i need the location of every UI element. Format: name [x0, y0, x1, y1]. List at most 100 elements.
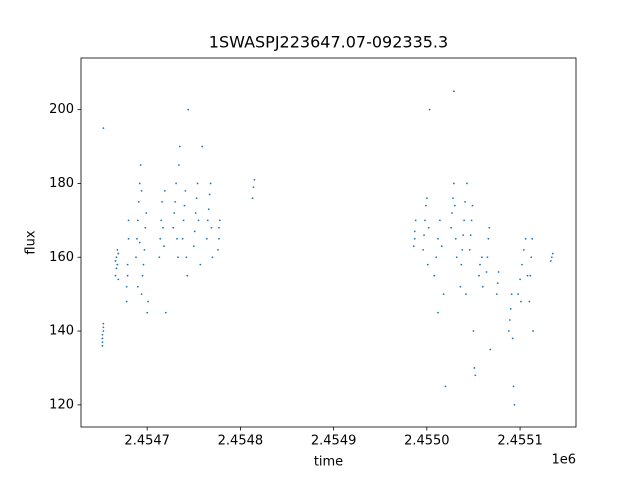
data-point — [413, 237, 416, 240]
data-point — [185, 256, 188, 259]
data-point — [466, 182, 468, 185]
data-point — [195, 197, 198, 200]
data-point — [164, 311, 167, 314]
data-point — [181, 237, 184, 240]
data-point — [532, 330, 535, 332]
data-point — [193, 230, 196, 233]
data-point — [172, 226, 175, 229]
data-point — [452, 182, 455, 185]
data-point — [519, 278, 521, 281]
data-point — [161, 201, 164, 203]
data-point — [461, 248, 464, 251]
x-axis-label: time — [314, 455, 343, 470]
data-point — [509, 308, 512, 310]
axes-frame — [80, 57, 577, 428]
data-point — [158, 256, 161, 259]
data-point — [510, 293, 513, 296]
data-point — [549, 260, 552, 262]
data-point — [460, 263, 463, 266]
data-point — [114, 274, 117, 277]
x-tick-label: 2.4550 — [404, 434, 450, 449]
data-point — [478, 274, 480, 277]
data-point — [186, 274, 189, 277]
data-point — [487, 237, 490, 240]
x-tick-label: 2.4549 — [311, 434, 357, 449]
data-point — [208, 193, 211, 196]
y-tick-label: 180 — [49, 176, 74, 191]
data-point — [529, 274, 532, 277]
data-point — [551, 252, 554, 255]
data-point — [197, 219, 200, 222]
data-point — [209, 182, 212, 185]
y-tick-label: 200 — [49, 102, 74, 117]
data-point — [101, 341, 104, 344]
data-point — [485, 271, 488, 273]
data-point — [438, 219, 441, 222]
data-point — [442, 293, 445, 296]
data-point — [508, 319, 511, 321]
data-point — [507, 330, 510, 332]
data-point — [199, 263, 202, 266]
data-point — [201, 145, 204, 148]
data-point — [184, 189, 187, 192]
data-point — [495, 293, 498, 296]
data-point — [117, 252, 120, 255]
data-point — [192, 245, 195, 248]
data-point — [425, 197, 428, 200]
data-point — [452, 197, 454, 200]
data-point — [480, 256, 483, 259]
data-point — [211, 256, 214, 259]
data-point — [526, 274, 529, 277]
data-point — [101, 333, 104, 336]
data-point — [424, 219, 426, 222]
data-point — [252, 186, 255, 189]
data-point — [143, 248, 146, 251]
data-point — [144, 226, 147, 229]
data-point — [488, 226, 491, 229]
data-point — [550, 256, 553, 259]
data-point — [450, 226, 452, 229]
data-point — [159, 237, 162, 240]
data-point — [435, 256, 438, 259]
data-point — [138, 241, 141, 244]
data-point — [486, 256, 489, 259]
data-point — [182, 219, 185, 222]
data-point — [177, 256, 179, 259]
data-point — [428, 108, 431, 111]
data-point — [163, 189, 166, 192]
data-point — [147, 300, 150, 303]
data-point — [425, 204, 427, 207]
data-point — [512, 385, 515, 388]
data-point — [517, 293, 520, 296]
data-point — [451, 212, 453, 214]
data-point — [513, 403, 516, 406]
data-point — [135, 256, 137, 259]
data-point — [426, 263, 429, 266]
data-point — [511, 337, 514, 340]
data-point — [528, 300, 531, 303]
data-point — [489, 348, 492, 351]
data-point — [115, 256, 118, 259]
data-point — [473, 367, 476, 369]
data-point — [177, 164, 180, 166]
data-point — [117, 278, 120, 281]
x-tick-label: 2.4547 — [124, 434, 170, 449]
data-point — [463, 219, 466, 222]
data-point — [413, 230, 416, 233]
data-point — [481, 285, 484, 288]
data-point — [530, 256, 533, 259]
data-point — [102, 330, 105, 332]
data-point — [433, 274, 436, 277]
data-point — [217, 248, 219, 251]
data-point — [521, 263, 523, 266]
data-point — [102, 322, 105, 325]
data-point — [125, 285, 128, 288]
data-point — [474, 374, 477, 377]
data-point — [101, 337, 104, 340]
data-point — [253, 178, 256, 181]
data-point — [138, 182, 141, 185]
data-point — [145, 212, 148, 214]
data-point — [125, 300, 128, 303]
data-point — [412, 245, 415, 248]
x-tick-label: 2.4551 — [497, 434, 543, 449]
